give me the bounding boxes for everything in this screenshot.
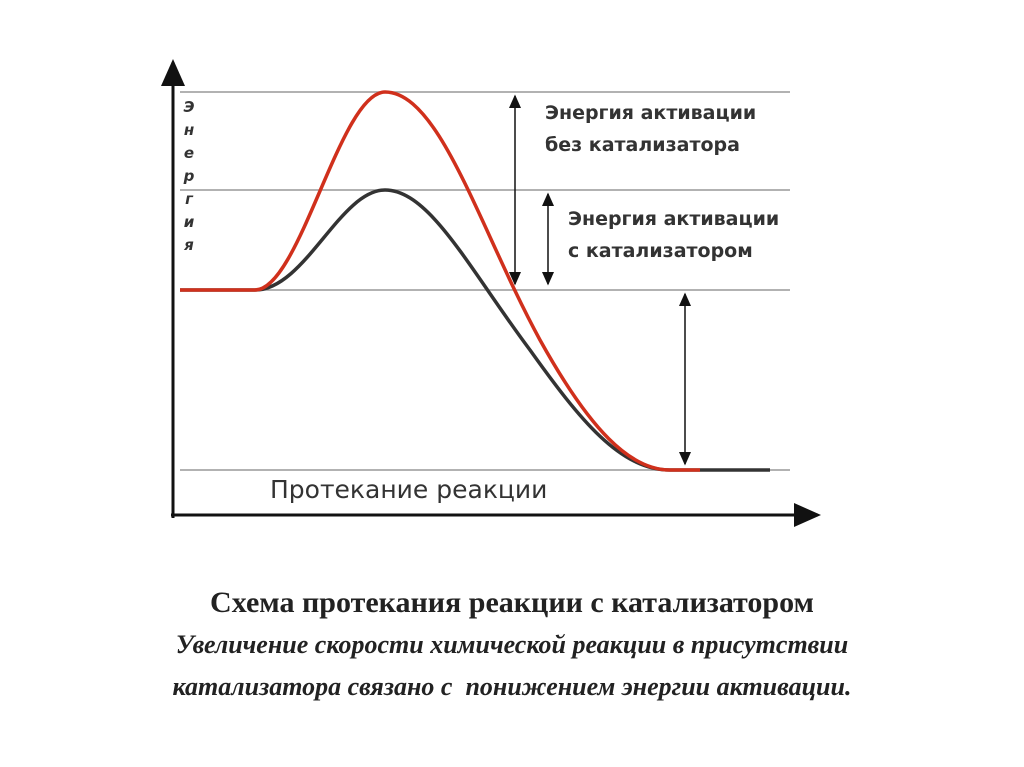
x-axis-label: Протекание реакции [270,475,547,504]
annotation: без катализатора [545,134,740,156]
caption-title: Схема протекания реакции с катализатором [210,586,814,619]
arrows [509,94,691,466]
caption-line: катализатора связано с понижением энерги… [172,672,852,701]
uncatalyzed-curve [180,90,700,472]
caption-line: Увеличение скорости химической реакции в… [175,630,849,659]
y-axis-label: Энергия [180,98,198,259]
annotation: с катализатором [568,240,753,262]
catalyzed-curve [180,188,770,472]
annotation: Энергия активации [568,208,779,230]
annotation: Энергия активации [545,102,756,124]
